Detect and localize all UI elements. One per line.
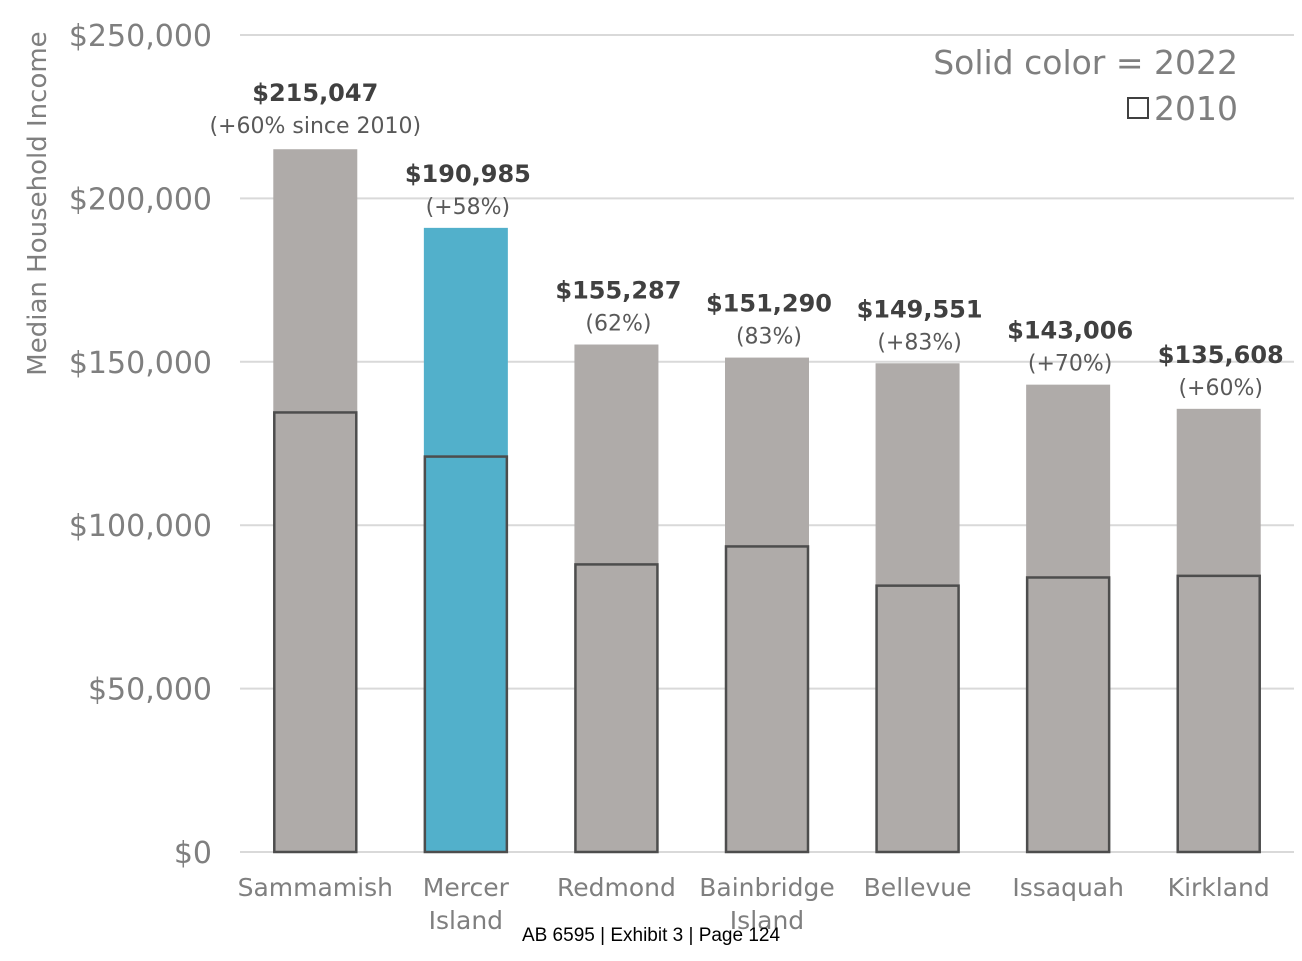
x-tick-label: Mercer (423, 873, 510, 902)
value-label: $155,287 (555, 277, 681, 305)
bar-2022 (1026, 384, 1111, 852)
y-tick-label: $100,000 (69, 509, 212, 544)
y-tick-label: $150,000 (69, 346, 212, 381)
x-tick-label: Bainbridge (699, 873, 834, 902)
bar-2010-outline (1176, 574, 1261, 854)
bar-2022 (1176, 408, 1261, 852)
x-axis-labels: Sammamish Mercer Island Redmond Bainbridge Is… (238, 873, 1270, 935)
x-tick-label: Kirkland (1168, 873, 1270, 902)
data-labels: $215,047 (+60% since 2010) $190,985 (+58%) $… (209, 79, 1283, 401)
x-tick-label: Sammamish (238, 873, 393, 902)
change-label: (62%) (585, 312, 651, 337)
value-label: $151,290 (706, 290, 832, 318)
bar-2010-outline (273, 411, 358, 854)
change-label: (83%) (736, 325, 802, 350)
y-axis-ticks: $0 $50,000 $100,000 $150,000 $200,000 $250,00… (69, 19, 212, 871)
change-label: (+58%) (426, 195, 511, 220)
legend-swatch-2010 (1127, 97, 1149, 119)
x-tick-label: Redmond (557, 873, 676, 902)
legend-entry-2010: 2010 (1154, 89, 1238, 128)
x-tick-label: Island (730, 906, 804, 935)
value-label: $215,047 (252, 79, 378, 107)
bar-2010-outline (875, 584, 960, 854)
y-tick-label: $0 (174, 836, 212, 871)
y-tick-label: $50,000 (88, 673, 212, 708)
y-tick-label: $250,000 (69, 19, 212, 54)
y-tick-label: $200,000 (69, 182, 212, 217)
bar-2022 (273, 149, 358, 852)
bar-2010-outline (1025, 576, 1111, 854)
bar-2022 (875, 363, 960, 852)
bar-2022 (725, 357, 809, 852)
change-label: (+60%) (1178, 376, 1263, 401)
footer-text: AB 6595 | Exhibit 3 | Page 124 (521, 925, 781, 946)
bar-2010-outline (574, 563, 659, 854)
bar-2010-outline (724, 545, 810, 854)
x-tick-label: Bellevue (864, 873, 972, 902)
bar-2022 (423, 227, 508, 852)
x-tick-label: Island (429, 906, 503, 935)
value-label: $135,608 (1158, 341, 1284, 369)
bar-2010-outline (423, 455, 509, 854)
value-label: $190,985 (405, 160, 531, 188)
change-label: (+70%) (1028, 352, 1113, 377)
bar-2022 (574, 344, 659, 852)
value-label: $149,551 (857, 295, 983, 323)
legend-entry-2022: Solid color = 2022 (933, 43, 1238, 82)
y-axis-label: Median Household Income (23, 31, 53, 375)
value-label: $143,006 (1007, 317, 1133, 345)
legend: Solid color = 2022 2010 (933, 43, 1238, 128)
bars (273, 149, 1261, 854)
x-tick-label: Issaquah (1012, 873, 1124, 902)
change-label: (+60% since 2010) (209, 114, 421, 139)
change-label: (+83%) (877, 330, 962, 355)
